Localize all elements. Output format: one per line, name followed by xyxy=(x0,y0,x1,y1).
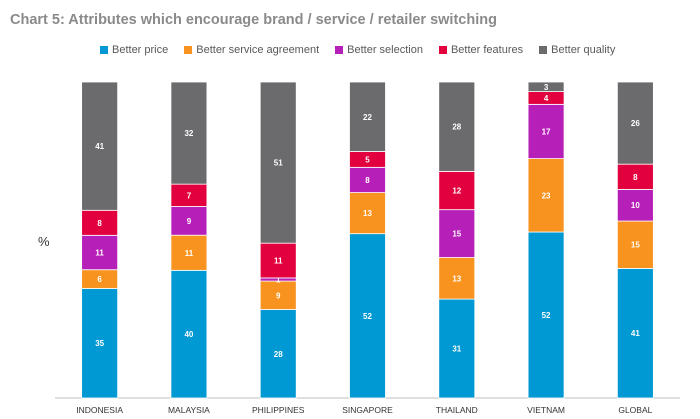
data-label-better-quality-philippines: 51 xyxy=(274,159,283,168)
legend-item-better-selection: Better selection xyxy=(335,44,423,56)
legend-item-better-features: Better features xyxy=(438,44,524,56)
bar-segment-better-service-agreement-singapore xyxy=(349,192,386,235)
data-label-better-features-indonesia: 8 xyxy=(97,219,102,228)
data-label-better-quality-malaysia: 32 xyxy=(184,129,193,138)
data-label-better-service-agreement-thailand: 13 xyxy=(452,274,461,283)
data-label-better-selection-thailand: 15 xyxy=(452,230,461,239)
bar-segment-better-price-indonesia xyxy=(81,288,119,399)
data-label-better-price-singapore: 52 xyxy=(363,312,372,321)
bar-segment-better-selection-indonesia xyxy=(81,234,119,271)
legend-swatch-better-features xyxy=(438,46,447,54)
bar-segment-better-quality-vietnam xyxy=(527,81,565,92)
bar-segment-better-quality-singapore xyxy=(349,81,386,152)
data-label-better-quality-singapore: 22 xyxy=(363,113,372,122)
legend-label: Better features xyxy=(450,44,524,56)
legend-item-better-price: Better price xyxy=(100,44,168,56)
data-label-better-selection-global: 10 xyxy=(631,201,640,210)
bar-segment-better-quality-philippines xyxy=(259,81,297,244)
data-label-better-features-global: 8 xyxy=(633,173,638,182)
bar-segment-better-features-indonesia xyxy=(81,209,119,236)
data-label-better-features-malaysia: 7 xyxy=(187,191,192,200)
data-label-better-quality-global: 26 xyxy=(631,119,640,128)
data-label-better-selection-philippines: 1 xyxy=(276,276,281,285)
data-label-better-price-vietnam: 52 xyxy=(542,311,551,320)
legend-label: Better selection xyxy=(347,44,423,56)
bar-segment-better-quality-thailand xyxy=(438,81,476,172)
data-label-better-service-agreement-philippines: 9 xyxy=(276,291,281,300)
bar-segment-better-selection-thailand xyxy=(438,209,476,258)
data-label-better-service-agreement-singapore: 13 xyxy=(363,209,372,218)
bar-segment-better-service-agreement-philippines xyxy=(259,280,297,310)
legend-item-better-quality: Better quality xyxy=(539,44,615,56)
data-label-better-features-singapore: 5 xyxy=(365,155,370,164)
x-tick-label-vietnam: VIETNAM xyxy=(527,405,565,415)
data-label-better-price-global: 41 xyxy=(631,329,640,338)
bar-segment-better-price-thailand xyxy=(438,298,476,399)
chart-title: Chart 5: Attributes which encourage bran… xyxy=(10,12,497,28)
data-label-better-price-malaysia: 40 xyxy=(184,330,193,339)
data-label-better-selection-vietnam: 17 xyxy=(542,127,551,136)
x-tick-label-singapore: SINGAPORE xyxy=(342,405,393,415)
data-label-better-service-agreement-malaysia: 11 xyxy=(185,249,194,258)
data-label-better-features-thailand: 12 xyxy=(452,187,461,196)
x-tick-label-indonesia: INDONESIA xyxy=(76,405,123,415)
data-label-better-selection-singapore: 8 xyxy=(365,176,370,185)
legend-swatch-better-quality xyxy=(539,46,548,54)
data-label-better-selection-malaysia: 9 xyxy=(187,217,192,226)
bar-segment-better-selection-vietnam xyxy=(527,103,565,160)
bar-segment-better-selection-singapore xyxy=(349,166,386,194)
legend-label: Better price xyxy=(112,44,169,56)
data-label-better-quality-thailand: 28 xyxy=(452,123,461,132)
bar-segment-better-quality-indonesia xyxy=(81,81,119,211)
legend-item-better-service-agreement: Better service agreement xyxy=(184,44,319,56)
x-tick-label-thailand: THAILAND xyxy=(436,405,478,415)
legend-swatch-better-service-agreement xyxy=(184,46,193,54)
legend-label: Better quality xyxy=(551,44,616,56)
data-label-better-price-indonesia: 35 xyxy=(95,339,104,348)
bar-segment-better-quality-malaysia xyxy=(170,81,208,185)
legend-label: Better service agreement xyxy=(196,44,320,56)
data-label-better-service-agreement-global: 15 xyxy=(631,241,640,250)
data-label-better-selection-indonesia: 11 xyxy=(95,249,104,258)
bar-segment-better-quality-global xyxy=(616,81,654,165)
data-label-better-service-agreement-vietnam: 23 xyxy=(542,191,551,200)
data-label-better-quality-vietnam: 3 xyxy=(544,83,549,92)
legend-swatch-better-price xyxy=(100,46,108,54)
data-label-better-quality-indonesia: 41 xyxy=(95,142,104,151)
bar-segment-better-service-agreement-malaysia xyxy=(170,234,208,271)
legend-swatch-better-selection xyxy=(335,46,344,54)
bar-segment-better-price-philippines xyxy=(259,309,297,399)
bar-segment-better-price-global xyxy=(616,268,654,399)
bar-segment-better-price-malaysia xyxy=(170,269,208,399)
y-axis-label: % xyxy=(38,234,50,249)
bar-segment-better-features-thailand xyxy=(438,170,476,211)
data-label-better-features-philippines: 11 xyxy=(274,257,283,266)
x-tick-label-malaysia: MALAYSIA xyxy=(168,405,210,415)
bar-segment-better-price-vietnam xyxy=(527,231,565,399)
x-tick-label-global: GLOBAL xyxy=(618,405,652,415)
x-tick-label-philippines: PHILIPPINES xyxy=(252,405,305,415)
data-label-better-price-thailand: 31 xyxy=(452,345,461,354)
data-label-better-features-vietnam: 4 xyxy=(544,94,549,103)
legend: Better price Better service agreement Be… xyxy=(100,44,615,56)
data-label-better-price-philippines: 28 xyxy=(274,350,283,359)
data-label-better-service-agreement-indonesia: 6 xyxy=(97,275,102,284)
